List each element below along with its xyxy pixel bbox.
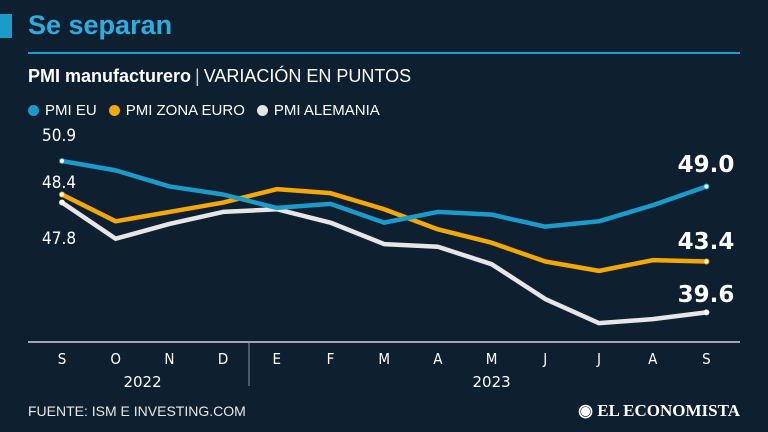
legend-label: PMI EU	[45, 102, 97, 119]
data-point	[59, 191, 65, 198]
legend-item: PMI EU	[28, 102, 97, 119]
brand-logo: ◉ EL ECONOMISTA	[578, 401, 740, 420]
title-marker	[0, 14, 12, 38]
data-point	[59, 199, 65, 206]
legend-label: PMI ALEMANIA	[273, 102, 380, 119]
x-tick-label: F	[327, 350, 335, 368]
series-line-0	[61, 158, 708, 229]
year-label: 2022	[123, 373, 161, 391]
x-tick-label: N	[164, 350, 174, 368]
legend-dot-icon	[108, 105, 120, 116]
legend-item: PMI ZONA EURO	[108, 102, 245, 119]
legend-item: PMI ALEMANIA	[256, 102, 380, 119]
logo-text: EL ECONOMISTA	[597, 401, 740, 420]
data-point	[703, 309, 710, 316]
x-tick-label: A	[433, 350, 443, 368]
series-line-1	[60, 186, 707, 274]
subtitle-rest: VARIACIÓN EN PUNTOS	[203, 66, 412, 86]
x-tick-label: A	[648, 350, 658, 368]
legend-label: PMI ZONA EURO	[125, 102, 245, 119]
x-tick-label: O	[110, 350, 121, 368]
end-value-label: 39.6	[678, 282, 735, 308]
year-label: 2023	[473, 373, 511, 391]
x-tick-label: M	[378, 350, 390, 368]
end-value-label: 49.0	[678, 152, 735, 178]
data-point	[703, 183, 710, 190]
x-tick-label: S	[702, 350, 711, 368]
start-value-label: 47.8	[42, 229, 76, 249]
chart-subtitle: PMI manufacturero | VARIACIÓN EN PUNTOS	[28, 66, 411, 87]
legend-dot-icon	[28, 105, 39, 116]
x-tick-label: M	[486, 350, 498, 368]
x-tick-label: E	[273, 350, 282, 368]
page-title: Se separan	[28, 10, 173, 40]
data-point	[59, 158, 65, 164]
title-divider	[28, 52, 740, 54]
data-point	[703, 258, 710, 265]
x-tick-label: J	[542, 350, 547, 368]
legend: PMI EU PMI ZONA EURO PMI ALEMANIA	[28, 102, 380, 119]
legend-dot-icon	[256, 105, 268, 116]
x-tick-label: D	[218, 350, 228, 368]
subtitle-bold: PMI manufacturero	[28, 66, 192, 86]
end-value-label: 43.4	[678, 229, 735, 255]
source-note: FUENTE: ISM E INVESTING.COM	[28, 403, 246, 419]
start-value-label: 48.4	[42, 173, 76, 193]
start-value-label: 50.9	[42, 126, 76, 146]
subtitle-separator: |	[195, 66, 200, 86]
x-tick-label: S	[58, 350, 67, 368]
series-line-2	[60, 200, 707, 326]
x-tick-label: J	[596, 350, 601, 368]
